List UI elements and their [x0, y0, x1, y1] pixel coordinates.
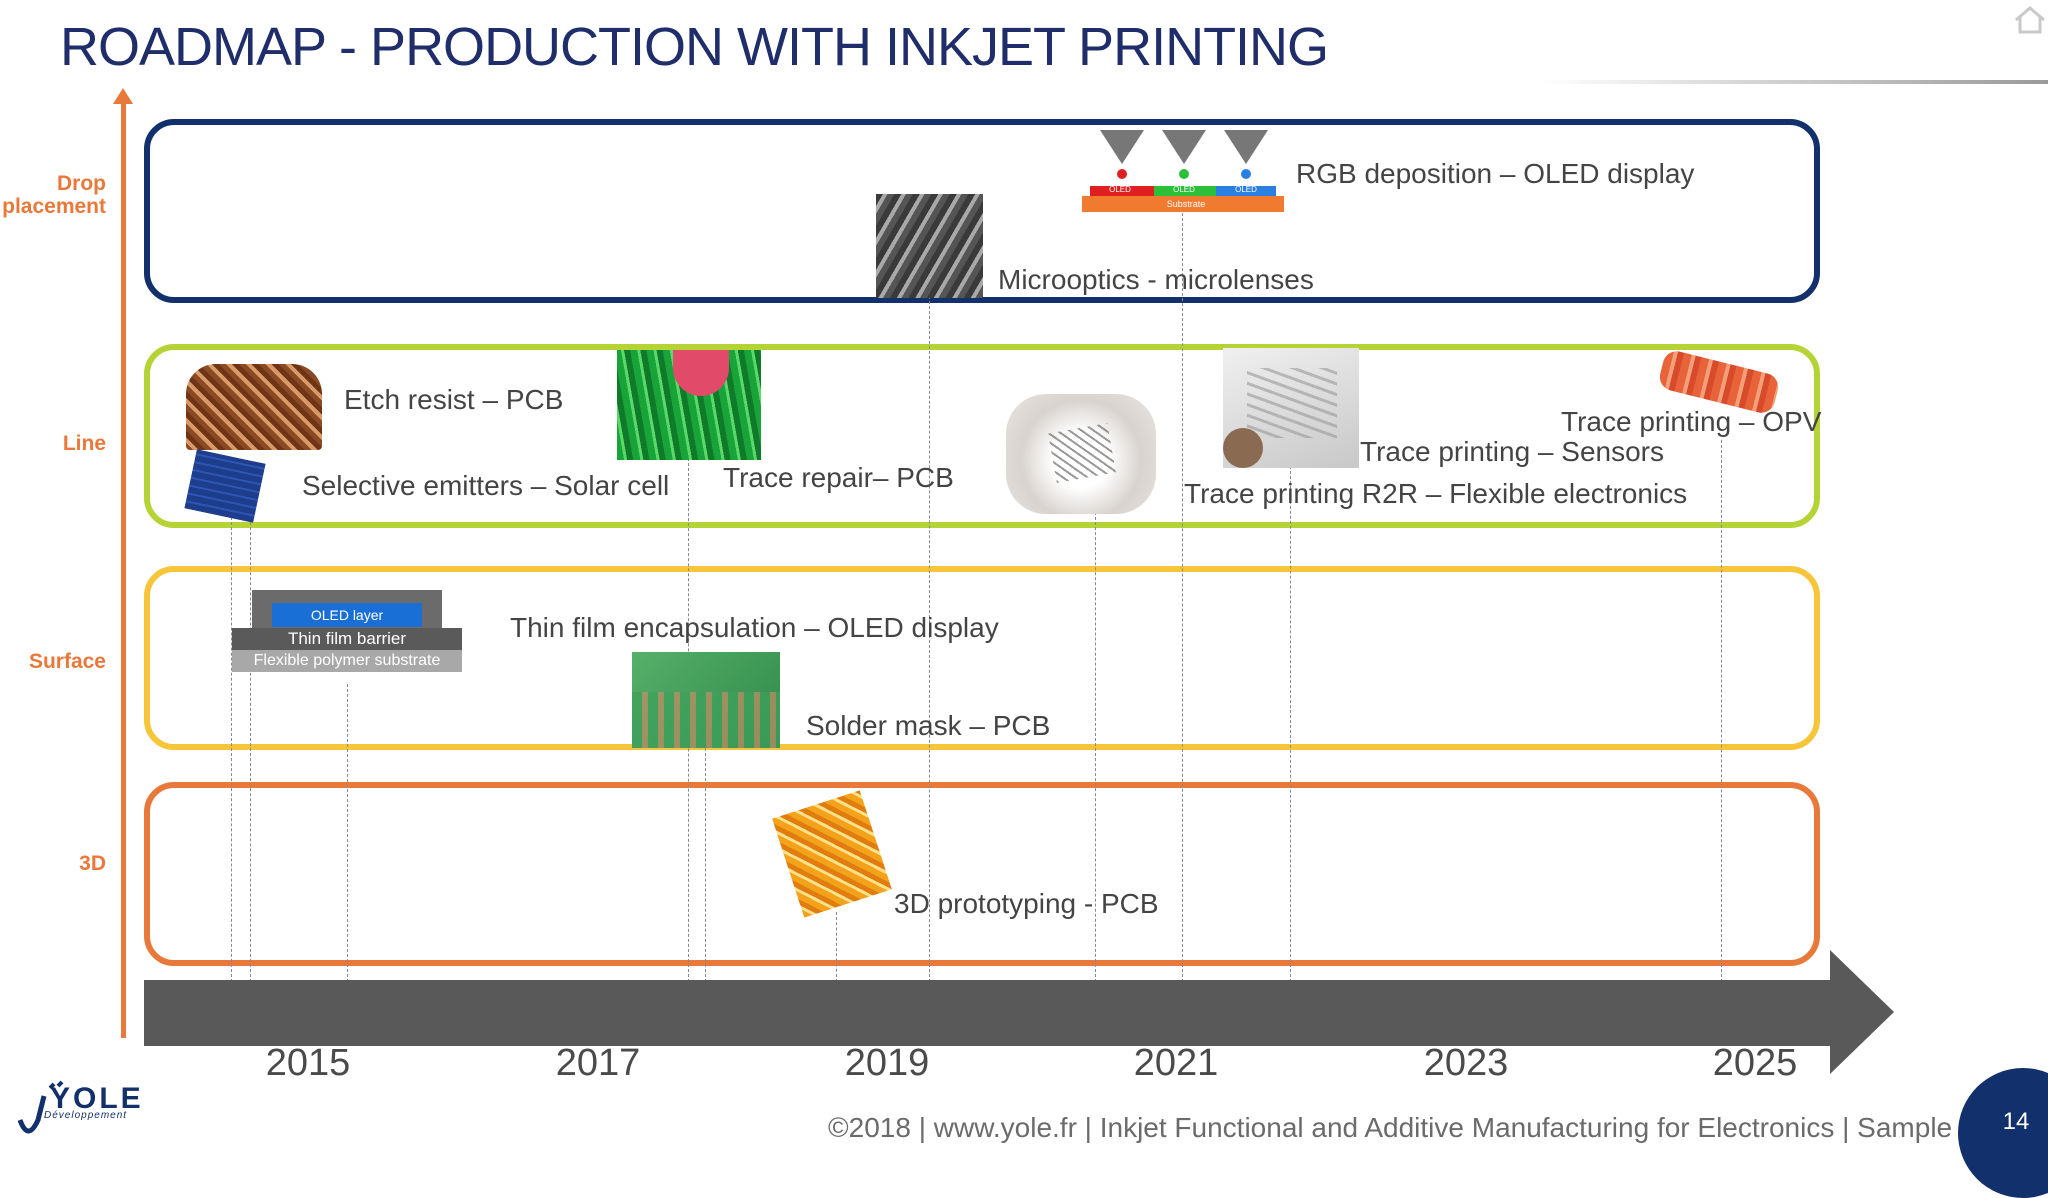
rgb-pixel-label: OLED: [1235, 185, 1257, 194]
year-label: 2021: [1133, 1042, 1219, 1084]
category-drop-placement: Drop placement: [2, 172, 106, 218]
item-3d-prototyping: 3D prototyping - PCB: [894, 888, 1159, 919]
logo-wordmark: YOLE: [50, 1082, 144, 1115]
etch-resist-pcb-photo: [186, 364, 322, 450]
trace-repair-pcb-photo: [617, 350, 761, 460]
thin-film-barrier-layer: Thin film barrier: [232, 628, 462, 650]
dashed-line: [347, 684, 348, 982]
year-label: 2019: [844, 1042, 930, 1084]
band-drop-placement: [144, 119, 1820, 303]
title-underline: [1540, 80, 2048, 84]
dashed-line: [1290, 466, 1291, 982]
sensors-photo: [1223, 348, 1359, 468]
year-label: 2023: [1423, 1042, 1509, 1084]
category-surface: Surface: [28, 650, 106, 673]
dashed-line: [1095, 512, 1096, 982]
timeline-arrow-head: [1830, 950, 1894, 1074]
dashed-line: [705, 748, 706, 982]
flexible-electronics-photo: [1006, 394, 1156, 514]
footer-text: ©2018 | www.yole.fr | Inkjet Functional …: [828, 1112, 1953, 1143]
dashed-line: [929, 296, 930, 982]
item-solder-mask: Solder mask – PCB: [806, 710, 1051, 741]
dashed-line: [1721, 440, 1722, 982]
timeline-bar: [144, 980, 1834, 1046]
band-line: [144, 344, 1820, 528]
dashed-line: [250, 512, 251, 982]
year-label: 2017: [555, 1042, 641, 1084]
category-3d: 3D: [79, 852, 106, 875]
flexible-substrate-layer: Flexible polymer substrate: [232, 650, 462, 672]
dashed-line: [1182, 208, 1183, 982]
item-thin-film-encapsulation: Thin film encapsulation – OLED display: [510, 612, 999, 643]
vertical-axis: [121, 100, 126, 1038]
item-trace-repair: Trace repair– PCB: [723, 462, 954, 493]
vertical-axis-arrow: [113, 88, 133, 104]
item-rgb-deposition: RGB deposition – OLED display: [1296, 158, 1695, 189]
item-trace-r2r: Trace printing R2R – Flexible electronic…: [1184, 478, 1688, 509]
rgb-substrate-label: Substrate: [1166, 199, 1206, 209]
item-microoptics: Microoptics - microlenses: [998, 264, 1314, 295]
oled-layer: OLED layer: [272, 603, 422, 627]
year-label: 2015: [265, 1042, 351, 1084]
category-line: Line: [62, 432, 106, 455]
microlenses-photo: [876, 194, 983, 298]
rgb-deposition-diagram: [1082, 130, 1284, 212]
item-trace-sensors: Trace printing – Sensors: [1360, 436, 1664, 467]
year-label: 2025: [1712, 1042, 1798, 1084]
page-number: 14: [2002, 1108, 2030, 1135]
item-etch-resist: Etch resist – PCB: [344, 384, 564, 415]
band-3d: [144, 782, 1820, 966]
rgb-pixel-label: OLED: [1109, 185, 1131, 194]
solder-mask-pcb-photo: [632, 652, 780, 748]
dashed-line: [231, 512, 232, 982]
logo-subtitle: Développement: [44, 1110, 128, 1121]
item-selective-emitters: Selective emitters – Solar cell: [302, 470, 670, 501]
home-icon[interactable]: [2012, 4, 2048, 34]
item-trace-opv: Trace printing – OPV: [1561, 406, 1822, 437]
yole-logo-icon: [17, 1080, 64, 1134]
band-surface: [144, 566, 1820, 750]
rgb-pixel-label: OLED: [1173, 185, 1195, 194]
dashed-line: [836, 912, 837, 982]
page-title: ROADMAP - PRODUCTION WITH INKJET PRINTIN…: [60, 17, 1329, 77]
